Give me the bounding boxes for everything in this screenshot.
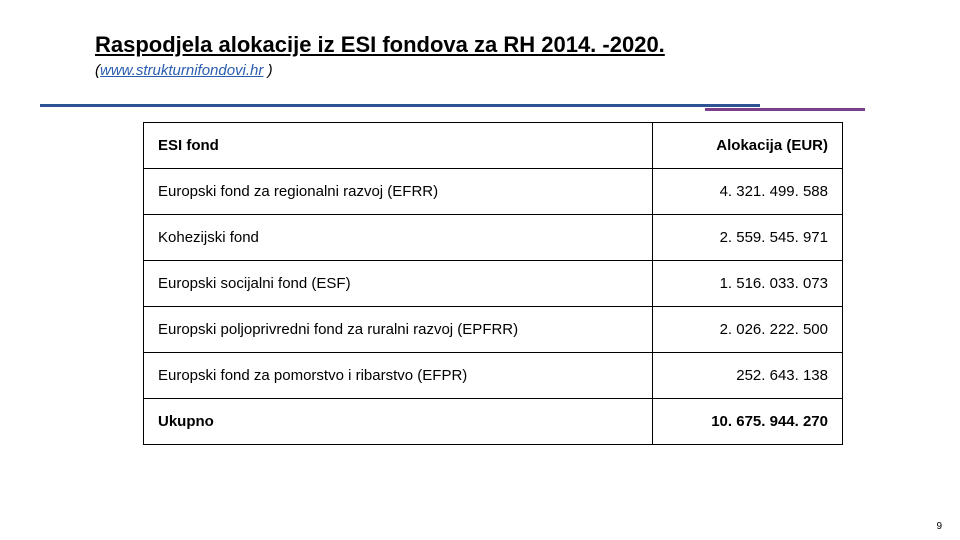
table-row: Europski poljoprivredni fond za ruralni … xyxy=(144,307,843,353)
cell-allocation: 4. 321. 499. 588 xyxy=(653,169,843,215)
cell-fund: Europski socijalni fond (ESF) xyxy=(144,261,653,307)
header-allocation: Alokacija (EUR) xyxy=(653,123,843,169)
table-row: Europski socijalni fond (ESF) 1. 516. 03… xyxy=(144,261,843,307)
cell-allocation: 252. 643. 138 xyxy=(653,353,843,399)
cell-allocation: 2. 026. 222. 500 xyxy=(653,307,843,353)
table-total-row: Ukupno 10. 675. 944. 270 xyxy=(144,399,843,445)
cell-allocation: 1. 516. 033. 073 xyxy=(653,261,843,307)
cell-fund: Europski fond za pomorstvo i ribarstvo (… xyxy=(144,353,653,399)
table-row: Kohezijski fond 2. 559. 545. 971 xyxy=(144,215,843,261)
cell-fund: Europski poljoprivredni fond za ruralni … xyxy=(144,307,653,353)
divider-purple xyxy=(705,108,865,111)
header-fund: ESI fond xyxy=(144,123,653,169)
source-link[interactable]: www.strukturnifondovi.hr xyxy=(100,62,263,79)
cell-total-value: 10. 675. 944. 270 xyxy=(653,399,843,445)
subtitle-paren-close: ) xyxy=(263,62,272,79)
table-header-row: ESI fond Alokacija (EUR) xyxy=(144,123,843,169)
cell-total-label: Ukupno xyxy=(144,399,653,445)
cell-allocation: 2. 559. 545. 971 xyxy=(653,215,843,261)
page-number: 9 xyxy=(936,521,942,532)
cell-fund: Europski fond za regionalni razvoj (EFRR… xyxy=(144,169,653,215)
page-title: Raspodjela alokacije iz ESI fondova za R… xyxy=(95,32,900,58)
divider-rules xyxy=(95,104,900,114)
table-row: Europski fond za pomorstvo i ribarstvo (… xyxy=(144,353,843,399)
table-row: Europski fond za regionalni razvoj (EFRR… xyxy=(144,169,843,215)
subtitle: (www.strukturnifondovi.hr ) xyxy=(95,62,900,79)
cell-fund: Kohezijski fond xyxy=(144,215,653,261)
allocation-table: ESI fond Alokacija (EUR) Europski fond z… xyxy=(143,122,843,445)
divider-blue xyxy=(40,104,760,107)
